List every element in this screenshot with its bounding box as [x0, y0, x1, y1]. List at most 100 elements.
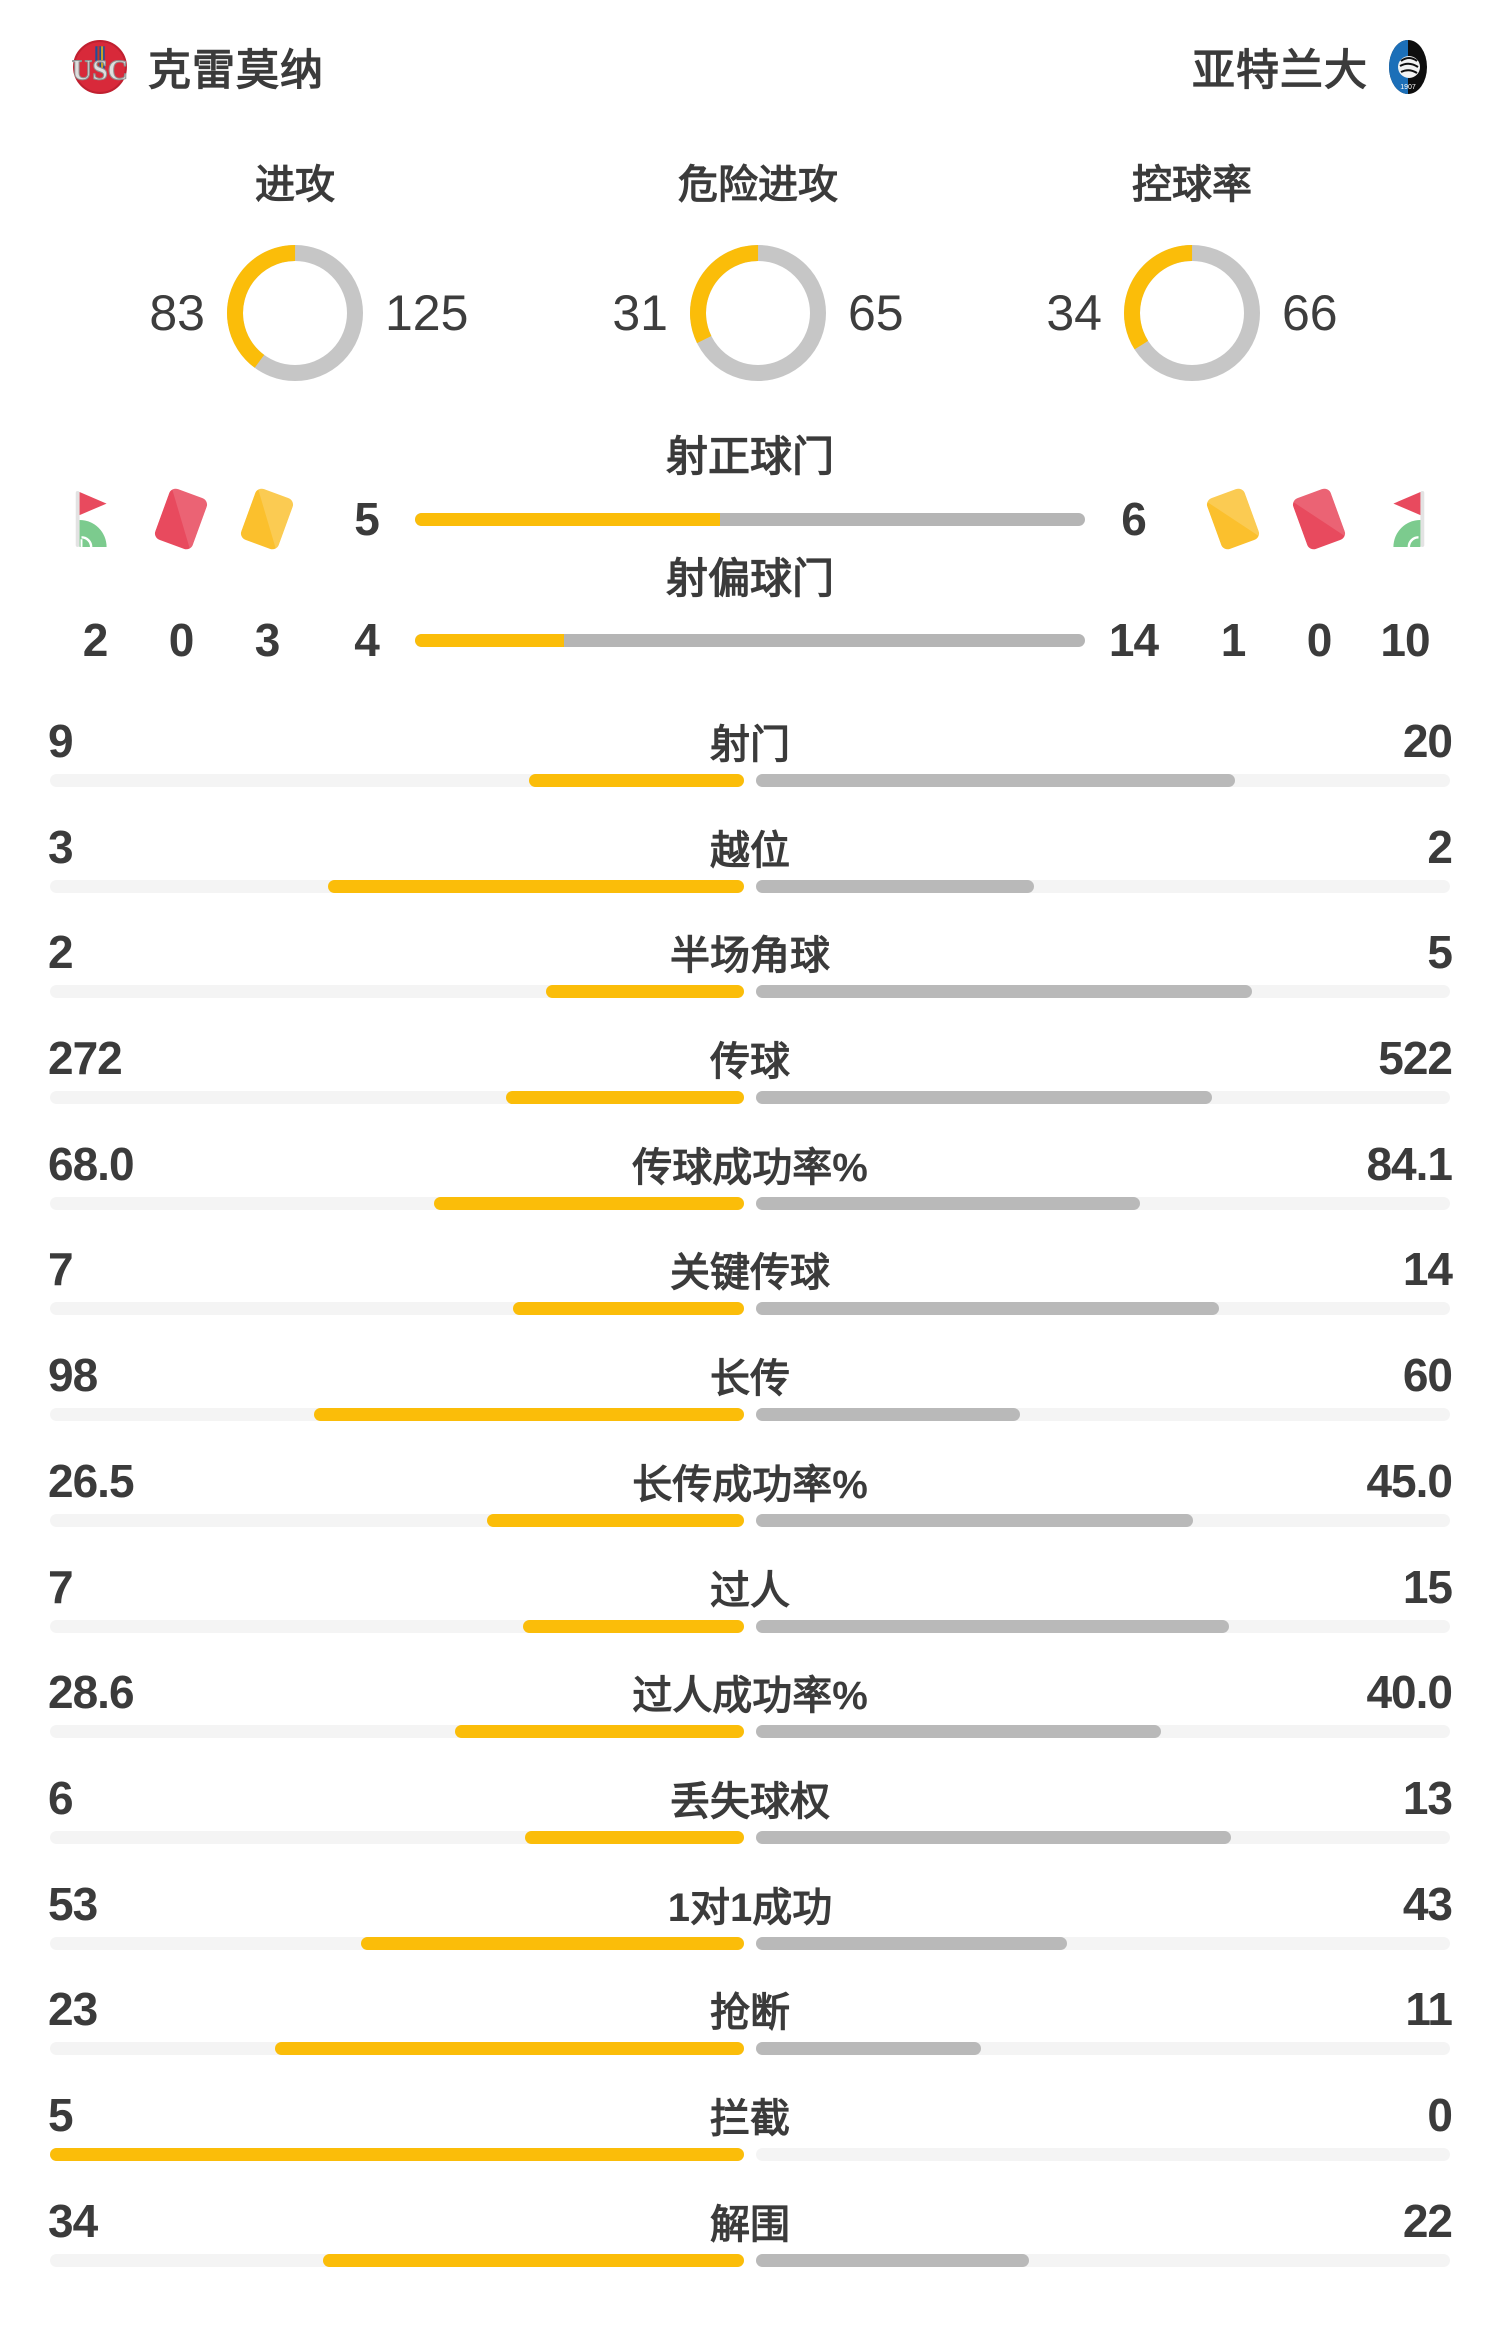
stat-row: 272 传球 522 — [0, 999, 1500, 1105]
stat-away-value: 522 — [1378, 1032, 1453, 1085]
stat-away-value: 84.1 — [1366, 1137, 1453, 1190]
stat-away-value: 5 — [1427, 926, 1453, 979]
stat-label: 长传 — [710, 1357, 790, 1402]
stat-row: 28.6 过人成功率% 40.0 — [0, 1633, 1500, 1739]
stat-row: 7 关键传球 14 — [0, 1210, 1500, 1316]
away-discipline-values: 1 0 10 — [1182, 613, 1500, 667]
home-discipline-icons — [0, 486, 318, 552]
stat-home-value: 6 — [48, 1771, 74, 1824]
away-crest-year: 1907 — [1400, 84, 1416, 91]
stat-label: 过人 — [710, 1568, 790, 1613]
away-corner-kicks-count: 10 — [1380, 614, 1430, 666]
stat-bar — [50, 2253, 1450, 2267]
stat-label: 抢断 — [710, 1991, 790, 2036]
shots-on-target-bar — [415, 512, 1085, 526]
stat-home-value: 98 — [48, 1349, 98, 1402]
stat-away-value: 22 — [1402, 2194, 1453, 2247]
stat-home-value: 7 — [48, 1243, 74, 1296]
donut-chart-3: 控球率 34 66 — [982, 160, 1402, 383]
stat-label: 关键传球 — [670, 1251, 830, 1296]
stat-home-bar-fill — [274, 2042, 744, 2056]
stat-home-bar-fill — [545, 985, 744, 999]
stat-home-bar-fill — [523, 1619, 744, 1633]
stat-away-bar-fill — [756, 1830, 1231, 1844]
stat-away-value: 13 — [1402, 1771, 1453, 1824]
away-red-cards-count: 0 — [1306, 614, 1333, 666]
stat-away-bar-fill — [756, 1513, 1193, 1527]
stat-away-value: 40.0 — [1366, 1666, 1453, 1719]
shots-off-target-label: 射偏球门 — [665, 555, 834, 602]
stat-label: 射门 — [710, 723, 790, 767]
stat-bar — [50, 1408, 1450, 1422]
stats-section: 9 射门 20 3 越位 2 2 半场角球 5 272 传 — [0, 682, 1500, 2267]
stat-away-bar-fill — [756, 1408, 1020, 1422]
stat-away-value: 11 — [1405, 1983, 1453, 2036]
stat-row: 9 射门 20 — [0, 682, 1500, 788]
stat-away-value: 15 — [1402, 1560, 1453, 1613]
stat-away-bar-fill — [756, 1936, 1067, 1950]
stat-row: 23 抢断 11 — [0, 1950, 1500, 2056]
shots-on-target-row: 5 6 — [0, 486, 1500, 552]
donut-charts-section: 进攻 83 125 危险进攻 31 65 控球率 34 66 — [0, 160, 1500, 450]
stat-bar — [50, 1091, 1450, 1105]
stat-home-value: 9 — [48, 715, 74, 767]
corner-flag-icon — [1393, 491, 1425, 548]
shots-off-target-home-value: 4 — [354, 614, 380, 666]
stat-away-bar-fill — [756, 2253, 1029, 2267]
donut-title: 控球率 — [1132, 163, 1252, 207]
stat-home-bar-fill — [360, 1936, 744, 1950]
home-team-name: 克雷莫纳 — [148, 47, 324, 95]
stat-bar — [50, 1936, 1450, 1950]
stat-away-value: 20 — [1402, 715, 1453, 767]
red-card-icon — [154, 486, 210, 552]
stat-home-value: 23 — [48, 1983, 98, 2036]
donut-ring — [690, 245, 826, 381]
stat-home-bar-fill — [512, 1302, 744, 1316]
home-crest-letters: USC — [72, 55, 128, 86]
shots-off-target-bar — [415, 633, 1085, 647]
stat-row: 53 1对1成功 43 — [0, 1845, 1500, 1951]
stat-bar — [50, 1196, 1450, 1210]
home-team: USC 克雷莫纳 — [72, 36, 324, 98]
stat-bar — [50, 2042, 1450, 2056]
stat-row: 2 半场角球 5 — [0, 893, 1500, 999]
stat-bar — [50, 774, 1450, 787]
stat-home-value: 272 — [48, 1032, 123, 1085]
donut-title: 进攻 — [255, 163, 335, 207]
stat-away-bar-fill — [756, 1725, 1161, 1739]
yellow-card-icon — [1204, 486, 1262, 550]
red-card-icon — [1290, 486, 1348, 550]
stat-bar — [50, 1513, 1450, 1527]
stat-away-value: 45.0 — [1366, 1454, 1453, 1507]
stat-away-value: 2 — [1427, 820, 1453, 873]
corner-flag-icon — [75, 491, 107, 548]
home-red-cards-count: 0 — [168, 614, 195, 666]
stat-away-value: 14 — [1402, 1243, 1453, 1296]
donut-chart-1: 进攻 83 125 — [85, 160, 505, 383]
stat-home-value: 5 — [48, 2088, 74, 2141]
home-team-logo: USC — [72, 40, 128, 94]
stat-away-bar-fill — [756, 1619, 1230, 1633]
stat-home-value: 2 — [48, 926, 74, 979]
stat-away-bar-fill — [756, 774, 1235, 787]
stat-row: 34 解围 22 — [0, 2162, 1500, 2268]
donut-home-value: 34 — [1046, 285, 1102, 341]
stat-home-bar-fill — [506, 1091, 744, 1105]
stat-home-bar-fill — [313, 1408, 744, 1422]
stat-away-bar-fill — [756, 879, 1034, 893]
donut-chart-2: 危险进攻 31 65 — [548, 160, 968, 383]
donut-home-value: 83 — [149, 285, 205, 341]
away-team: 亚特兰大 1907 — [1192, 36, 1428, 98]
stat-home-bar-fill — [322, 2253, 744, 2267]
header: USC 克雷莫纳 亚特兰大 1907 — [0, 36, 1500, 98]
away-team-logo: 1907 — [1389, 40, 1427, 94]
donut-away-value: 65 — [848, 285, 904, 341]
donut-ring — [1124, 245, 1260, 381]
stat-home-value: 68.0 — [48, 1137, 135, 1190]
stat-label: 1对1成功 — [667, 1885, 833, 1930]
shots-on-target-home-value: 5 — [354, 493, 380, 545]
stat-label: 传球成功率% — [632, 1145, 868, 1190]
stat-home-bar-fill — [433, 1196, 744, 1210]
donut-ring — [227, 245, 363, 381]
stat-label: 长传成功率% — [632, 1462, 868, 1507]
